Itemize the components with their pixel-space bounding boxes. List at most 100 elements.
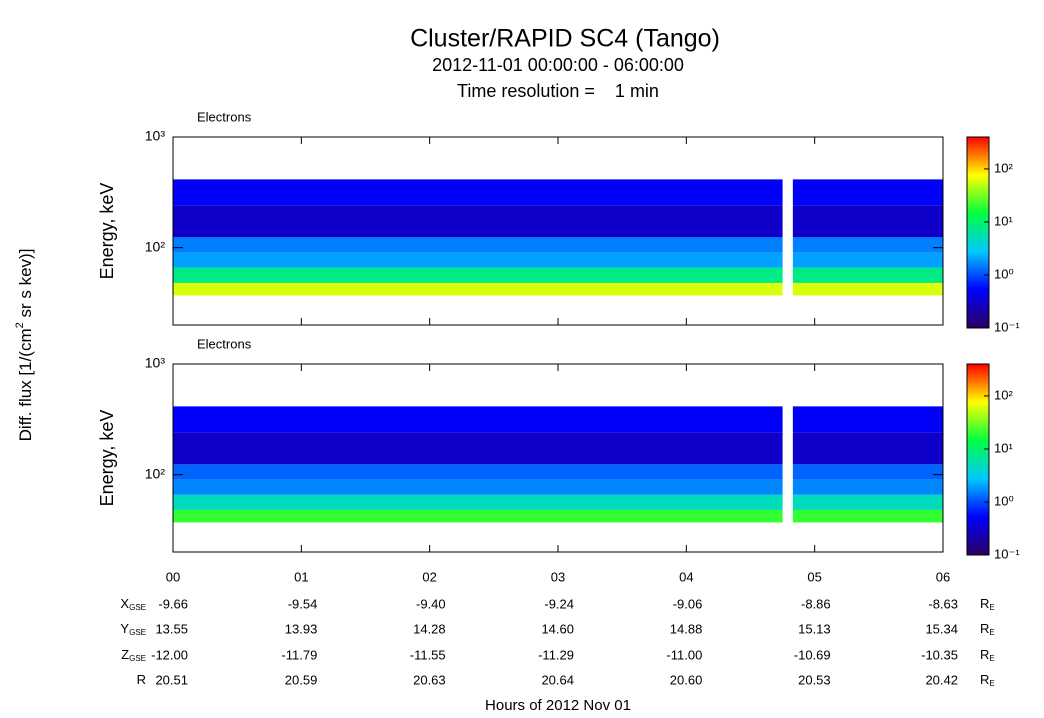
heatmap-cell bbox=[792, 464, 943, 480]
ephemeris-value: 14.60 bbox=[541, 621, 574, 636]
colorbar bbox=[966, 136, 990, 329]
ephemeris-value: -11.55 bbox=[410, 647, 446, 662]
ephemeris-value: -9.54 bbox=[288, 596, 318, 611]
ephemeris-value: 13.93 bbox=[285, 621, 318, 636]
y-axis-label: Energy, keV bbox=[97, 183, 117, 280]
ephemeris-value: -10.35 bbox=[921, 647, 958, 662]
ephemeris-unit-main: R bbox=[980, 672, 989, 687]
subtitle: 2012-11-01 00:00:00 - 06:00:00 bbox=[432, 55, 684, 75]
ephemeris-unit-sub: E bbox=[989, 654, 994, 663]
heatmap-cell bbox=[792, 282, 943, 296]
heatmap-cell bbox=[173, 267, 783, 283]
ephemeris-value: 14.88 bbox=[670, 621, 703, 636]
ephemeris-label-main: Z bbox=[121, 647, 129, 662]
ephemeris-label-sub: GSE bbox=[129, 654, 146, 663]
colorbar-tick-label: 10⁻¹ bbox=[994, 546, 1020, 561]
ephemeris-unit: RE bbox=[980, 647, 995, 663]
y-tick-label: 10³ bbox=[145, 128, 166, 144]
colorbar bbox=[966, 363, 990, 556]
ephemeris-unit-main: R bbox=[980, 621, 989, 636]
heatmap-cell bbox=[792, 432, 943, 465]
x-axis-label: Hours of 2012 Nov 01 bbox=[485, 697, 631, 714]
x-tick-label: 02 bbox=[422, 569, 436, 584]
ephemeris-value: -8.63 bbox=[928, 596, 958, 611]
ephemeris-value: -9.66 bbox=[158, 596, 188, 611]
ephemeris-label: R bbox=[137, 672, 146, 687]
ephemeris-unit-sub: E bbox=[989, 603, 994, 612]
ephemeris-label-sub: GSE bbox=[129, 628, 146, 637]
ephemeris-value: 20.60 bbox=[670, 672, 703, 687]
ephemeris-value: -8.86 bbox=[801, 596, 831, 611]
ephemeris-value: 20.42 bbox=[925, 672, 958, 687]
ephemeris-value: 14.28 bbox=[413, 621, 446, 636]
ephemeris-label-sub: GSE bbox=[129, 603, 146, 612]
ephemeris-value: -9.24 bbox=[544, 596, 574, 611]
heatmap-cell bbox=[792, 406, 943, 433]
ephemeris-value: 15.34 bbox=[925, 621, 958, 636]
ephemeris-value: -11.79 bbox=[281, 647, 317, 662]
x-tick-label: 03 bbox=[551, 569, 565, 584]
heatmap-cell bbox=[173, 205, 783, 238]
ephemeris-unit-sub: E bbox=[989, 679, 994, 688]
heatmap-cell bbox=[792, 494, 943, 510]
ephemeris-unit: RE bbox=[980, 672, 995, 688]
ephemeris-unit-main: R bbox=[980, 647, 989, 662]
ephemeris-value: 13.55 bbox=[155, 621, 188, 636]
heatmap-cell bbox=[792, 509, 943, 523]
heatmap-cell bbox=[173, 509, 783, 523]
heatmap-cell bbox=[173, 179, 783, 206]
heatmap-cell bbox=[792, 237, 943, 253]
heatmap-cell bbox=[173, 406, 783, 433]
colorbar-tick-label: 10⁰ bbox=[994, 266, 1014, 281]
x-tick-label: 01 bbox=[294, 569, 308, 584]
ephemeris-value: -11.29 bbox=[538, 647, 574, 662]
ephemeris-label: ZGSE bbox=[121, 647, 146, 663]
heatmap-cell bbox=[792, 179, 943, 206]
heatmap-cell bbox=[173, 282, 783, 296]
x-tick-label: 06 bbox=[936, 569, 950, 584]
ephemeris-value: 20.59 bbox=[285, 672, 318, 687]
ephemeris-label-main: Y bbox=[120, 621, 129, 636]
ephemeris-value: 20.53 bbox=[798, 672, 831, 687]
ephemeris-value: -9.06 bbox=[673, 596, 703, 611]
colorbar-tick-label: 10² bbox=[994, 160, 1013, 175]
ephemeris-value: 20.63 bbox=[413, 672, 446, 687]
ephemeris-value: -12.00 bbox=[151, 647, 188, 662]
colorbar-label-sup: 2 bbox=[14, 322, 26, 328]
ephemeris-label: YGSE bbox=[120, 621, 146, 637]
y-tick-label: 10² bbox=[145, 238, 166, 254]
colorbar-label-rest: sr s kev)] bbox=[16, 249, 35, 323]
heatmap-cell bbox=[792, 479, 943, 495]
ephemeris-value: 20.64 bbox=[541, 672, 574, 687]
heatmap-cell bbox=[792, 252, 943, 268]
ephemeris-value: -11.00 bbox=[666, 647, 702, 662]
ephemeris-unit-sub: E bbox=[989, 628, 994, 637]
resolution: Time resolution = 1 min bbox=[457, 81, 659, 101]
colorbar-tick-label: 10⁰ bbox=[994, 493, 1014, 508]
ephemeris-label-main: X bbox=[120, 596, 129, 611]
colorbar-label-main: Diff. flux [1/(cm bbox=[16, 328, 35, 441]
x-tick-label: 05 bbox=[807, 569, 821, 584]
heatmap-cell bbox=[173, 432, 783, 465]
heatmap-cell bbox=[173, 479, 783, 495]
ephemeris-unit-main: R bbox=[980, 596, 989, 611]
colorbar-tick-label: 10² bbox=[994, 387, 1013, 402]
x-tick-label: 00 bbox=[166, 569, 180, 584]
ephemeris-label: XGSE bbox=[120, 596, 146, 612]
heatmap-cell bbox=[173, 237, 783, 253]
ephemeris-unit: RE bbox=[980, 596, 995, 612]
ephemeris-unit: RE bbox=[980, 621, 995, 637]
chart-title: Cluster/RAPID SC4 (Tango) bbox=[410, 25, 720, 53]
colorbar-tick-label: 10¹ bbox=[994, 440, 1013, 455]
heatmap-cell bbox=[792, 205, 943, 238]
ephemeris-value: -10.69 bbox=[794, 647, 831, 662]
panel-label: Electrons bbox=[197, 109, 252, 124]
ephemeris-label-main: R bbox=[137, 672, 146, 687]
y-tick-label: 10³ bbox=[145, 355, 166, 371]
ephemeris-value: 20.51 bbox=[155, 672, 188, 687]
heatmap-cell bbox=[173, 494, 783, 510]
heatmap-cell bbox=[792, 267, 943, 283]
y-axis-label: Energy, keV bbox=[97, 410, 117, 507]
panel-label: Electrons bbox=[197, 336, 252, 351]
